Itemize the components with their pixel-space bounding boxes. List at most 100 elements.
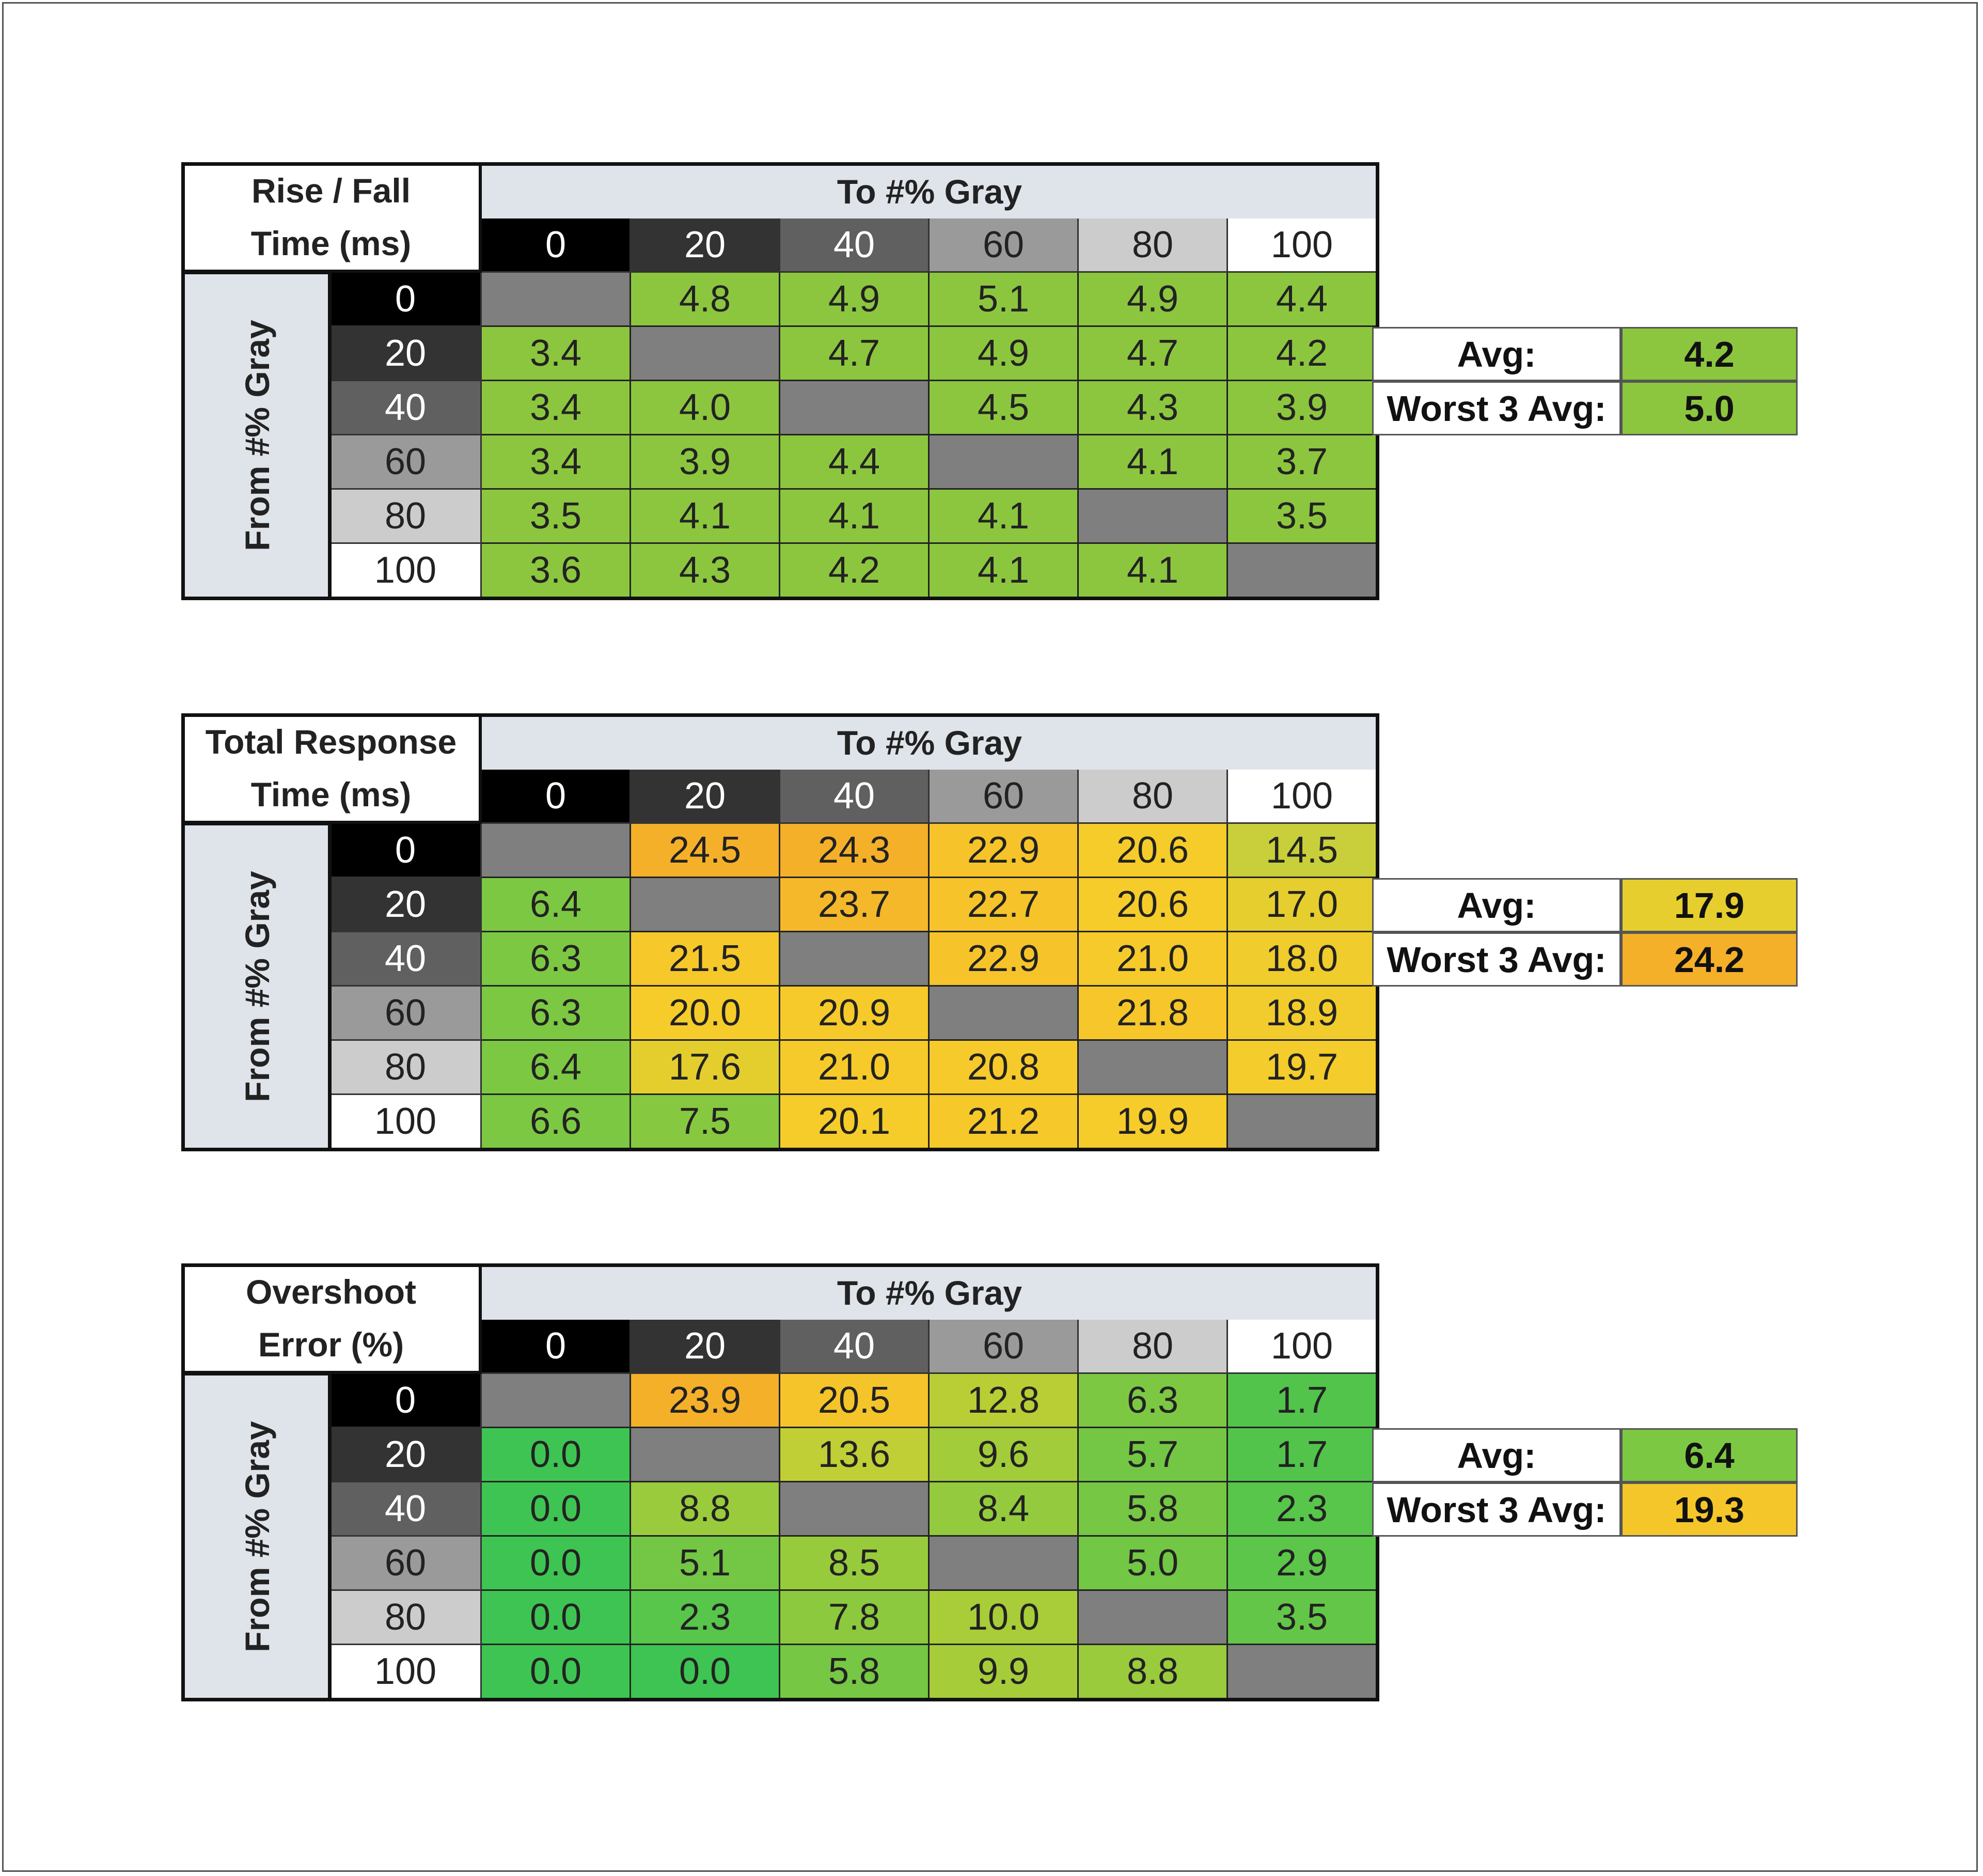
heatmap-cell: 17.6	[631, 1041, 780, 1095]
heatmap-cell: 4.7	[1079, 327, 1228, 381]
column-header: 100	[1228, 218, 1377, 273]
heatmap-cell: 5.8	[780, 1645, 930, 1699]
heatmap-cell: 4.9	[780, 273, 930, 327]
heatmap-cell: 20.5	[780, 1374, 930, 1428]
column-header: 80	[1079, 770, 1228, 824]
row-header: 100	[330, 1095, 482, 1149]
heatmap-cell: 20.8	[930, 1041, 1079, 1095]
diagonal-cell	[631, 327, 780, 381]
heatmap-cell: 12.8	[930, 1374, 1079, 1428]
column-header: 20	[631, 1320, 780, 1374]
column-header: 20	[631, 218, 780, 273]
row-header: 100	[330, 1645, 482, 1699]
heatmap-cell: 5.8	[1079, 1482, 1228, 1537]
from-gray-header: From #% Gray	[183, 824, 330, 1149]
heatmap-cell: 4.4	[780, 435, 930, 490]
to-gray-header: To #% Gray	[482, 1265, 1377, 1320]
table-title-line: Error (%)	[258, 1325, 404, 1364]
heatmap-cell: 4.1	[930, 490, 1079, 544]
heatmap-cell: 3.5	[482, 490, 631, 544]
table-title-line: Time (ms)	[250, 224, 412, 262]
worst3-avg-value: 19.3	[1621, 1482, 1798, 1537]
heatmap-cell: 2.9	[1228, 1537, 1377, 1591]
heatmap-cell: 22.9	[930, 824, 1079, 878]
row-header: 80	[330, 1591, 482, 1645]
heatmap-cell: 23.9	[631, 1374, 780, 1428]
row-header: 0	[330, 824, 482, 878]
diagonal-cell	[1228, 1645, 1377, 1699]
table-title: Total Response Time (ms)	[183, 715, 482, 824]
worst3-avg-label: Worst 3 Avg:	[1372, 381, 1621, 435]
heatmap-cell: 3.5	[1228, 1591, 1377, 1645]
column-header: 80	[1079, 218, 1228, 273]
heatmap-cell: 0.0	[482, 1645, 631, 1699]
row-header: 0	[330, 1374, 482, 1428]
heatmap-cell: 20.6	[1079, 878, 1228, 932]
heatmap-cell: 21.0	[1079, 932, 1228, 987]
column-header: 40	[780, 218, 930, 273]
avg-label: Avg:	[1372, 878, 1621, 932]
heatmap-cell: 6.3	[482, 932, 631, 987]
heatmap-cell: 5.0	[1079, 1537, 1228, 1591]
heatmap-cell: 3.4	[482, 435, 631, 490]
heatmap-cell: 13.6	[780, 1428, 930, 1482]
heatmap-cell: 6.6	[482, 1095, 631, 1149]
heatmap-cell: 21.2	[930, 1095, 1079, 1149]
column-header: 40	[780, 1320, 930, 1374]
heatmap-cell: 4.1	[780, 490, 930, 544]
worst3-avg-label: Worst 3 Avg:	[1372, 1482, 1621, 1537]
heatmap-cell: 0.0	[482, 1537, 631, 1591]
column-header: 40	[780, 770, 930, 824]
heatmap-cell: 3.6	[482, 544, 631, 598]
table-title-line: Rise / Fall	[251, 171, 411, 210]
heatmap-cell: 4.3	[631, 544, 780, 598]
heatmap-cell: 24.3	[780, 824, 930, 878]
heatmap-cell: 4.1	[1079, 435, 1228, 490]
heatmap-cell: 0.0	[482, 1482, 631, 1537]
table-title: Rise / Fall Time (ms)	[183, 164, 482, 273]
heatmap-cell: 3.4	[482, 381, 631, 435]
diagonal-cell	[780, 1482, 930, 1537]
heatmap-cell: 3.7	[1228, 435, 1377, 490]
column-header: 100	[1228, 770, 1377, 824]
heatmap-cell: 4.7	[780, 327, 930, 381]
avg-value: 6.4	[1621, 1428, 1798, 1482]
table-title-line: Total Response	[205, 722, 457, 761]
heatmap-cell: 5.1	[631, 1537, 780, 1591]
heatmap-cell: 1.7	[1228, 1428, 1377, 1482]
avg-label: Avg:	[1372, 1428, 1621, 1482]
diagonal-cell	[482, 273, 631, 327]
heatmap-cell: 22.9	[930, 932, 1079, 987]
row-header: 20	[330, 327, 482, 381]
heatmap-cell: 8.8	[1079, 1645, 1228, 1699]
diagonal-cell	[1228, 1095, 1377, 1149]
column-header: 0	[482, 1320, 631, 1374]
heatmap-cell: 4.1	[631, 490, 780, 544]
heatmap-cell: 8.5	[780, 1537, 930, 1591]
to-gray-header: To #% Gray	[482, 164, 1377, 218]
heatmap-cell: 9.9	[930, 1645, 1079, 1699]
diagonal-cell	[1079, 490, 1228, 544]
diagonal-cell	[930, 1537, 1079, 1591]
table-title-line: Overshoot	[245, 1272, 417, 1311]
heatmap-cell: 3.9	[631, 435, 780, 490]
column-header: 0	[482, 218, 631, 273]
avg-value: 17.9	[1621, 878, 1798, 932]
column-header: 60	[930, 770, 1079, 824]
row-header: 0	[330, 273, 482, 327]
row-header: 80	[330, 1041, 482, 1095]
table-title-line: Time (ms)	[250, 775, 412, 814]
column-header: 60	[930, 1320, 1079, 1374]
heatmap-cell: 20.0	[631, 987, 780, 1041]
heatmap-cell: 21.0	[780, 1041, 930, 1095]
heatmap-cell: 6.4	[482, 878, 631, 932]
heatmap-cell: 17.0	[1228, 878, 1377, 932]
heatmap-cell: 4.5	[930, 381, 1079, 435]
heatmap-cell: 23.7	[780, 878, 930, 932]
heatmap-cell: 6.3	[1079, 1374, 1228, 1428]
heatmap-cell: 4.8	[631, 273, 780, 327]
heatmap-cell: 6.3	[482, 987, 631, 1041]
row-header: 40	[330, 932, 482, 987]
heatmap-cell: 4.0	[631, 381, 780, 435]
